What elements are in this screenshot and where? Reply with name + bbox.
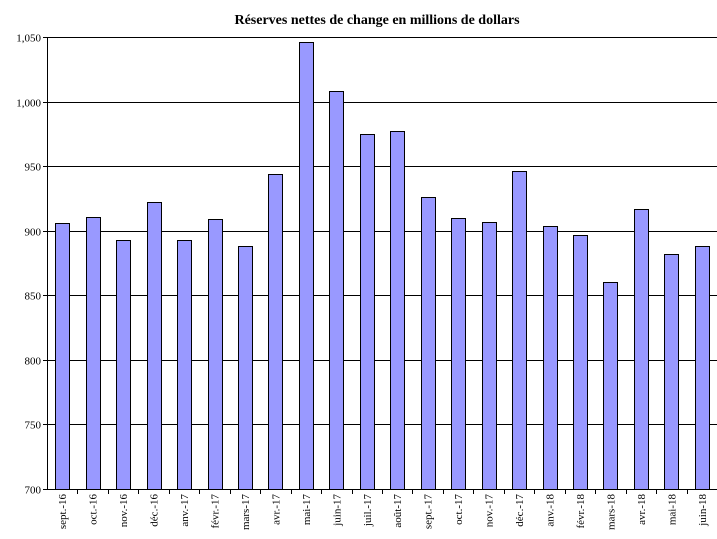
y-tick-label: 800 [25,356,42,368]
x-tick-label: juil.-17 [362,494,374,528]
y-tick-label: 1,050 [16,33,41,45]
bar [421,197,436,490]
bar [268,174,283,490]
bar [451,218,466,490]
x-tick-label: anv.-18 [545,494,557,527]
bar [299,42,314,490]
bar [603,282,618,490]
y-tick-labels: 700 750 800 850 900 950 1,000 1,050 [16,33,41,497]
y-tick-label: 850 [25,291,42,303]
bar [695,246,710,490]
bar [86,217,101,490]
x-tick-label: avr.-17 [270,494,282,525]
x-tick-label: mars-18 [605,494,617,531]
bar [573,235,588,490]
x-tick-label: oct.-17 [453,494,465,525]
chart-title: Réserves nettes de change en millions de… [234,13,520,28]
bar [390,131,405,490]
x-tick-label: anv.-17 [179,494,191,527]
x-tick-label: nov.-16 [118,494,130,528]
bar [543,226,558,490]
x-tick-labels: sept.-16 oct.-16 nov.-16 déc.-16 anv.-17 févr… [57,494,709,531]
bar [482,222,497,490]
x-tick-label: mai-18 [666,494,678,526]
bar [238,246,253,490]
y-tick-label: 700 [25,485,42,497]
axes [43,37,717,494]
bar [208,219,223,490]
y-tick-label: 750 [25,420,42,432]
x-tick-label: sept.-17 [423,494,435,530]
bar [177,240,192,490]
bar [55,223,70,490]
x-tick-label: nov.-17 [484,494,496,528]
bars [55,42,710,490]
bar [664,254,679,490]
x-tick-label: juin-18 [697,494,709,527]
x-tick-label: juin-17 [331,494,343,527]
y-tick-label: 950 [25,162,42,174]
x-tick-label: oct.-16 [88,494,100,525]
x-tick-label: mai-17 [301,494,313,526]
bar [116,240,131,490]
x-tick-label: sept.-16 [57,494,69,530]
x-tick-label: avr.-18 [636,494,648,525]
x-tick-label: déc.-17 [514,494,526,527]
bar [512,171,527,490]
bar [329,91,344,490]
x-tick-label: mars-17 [240,494,252,531]
x-tick-label: déc.-16 [149,494,161,527]
y-tick-label: 900 [25,227,42,239]
x-tick-label: févr.-18 [575,494,587,529]
bar [147,202,162,490]
x-tick-label: août-17 [392,494,404,528]
bar [360,134,375,490]
bar [634,209,649,490]
x-tick-label: févr.-17 [210,494,222,529]
y-tick-label: 1,000 [16,98,41,110]
